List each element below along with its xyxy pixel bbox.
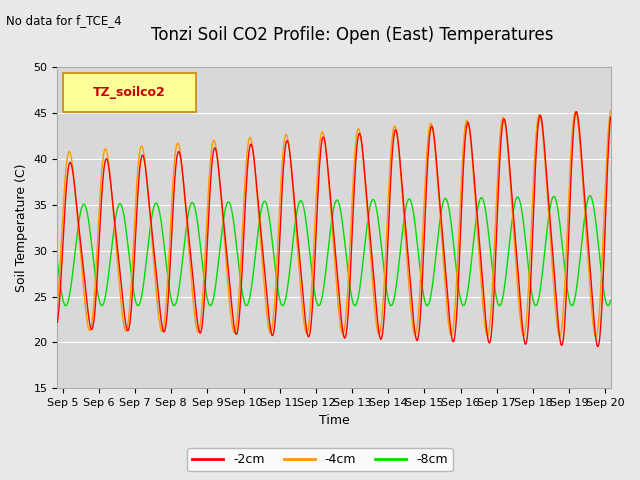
FancyBboxPatch shape: [63, 73, 196, 112]
Text: No data for f_TCE_4: No data for f_TCE_4: [6, 14, 122, 27]
Y-axis label: Soil Temperature (C): Soil Temperature (C): [15, 163, 28, 292]
Legend: -2cm, -4cm, -8cm: -2cm, -4cm, -8cm: [187, 448, 453, 471]
Text: TZ_soilco2: TZ_soilco2: [93, 86, 166, 99]
Text: Tonzi Soil CO2 Profile: Open (East) Temperatures: Tonzi Soil CO2 Profile: Open (East) Temp…: [151, 26, 553, 45]
X-axis label: Time: Time: [319, 414, 349, 427]
